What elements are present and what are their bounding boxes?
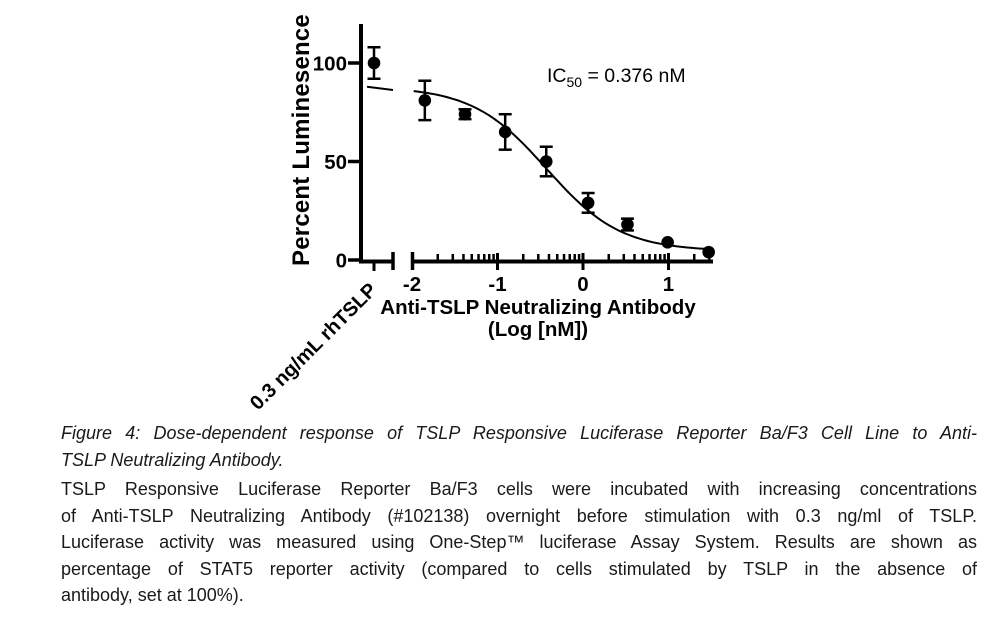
caption-title-line: Figure 4: Dose-dependent response of TSL…	[61, 423, 977, 443]
x-axis-title-line1: Anti-TSLP Neutralizing Antibody	[380, 296, 696, 319]
caption-body-line: percentage of STAT5 reporter activity (c…	[61, 558, 977, 579]
caption-title-line: TSLP Neutralizing Antibody.	[61, 449, 284, 470]
x-tick-label: 1	[663, 273, 674, 296]
data-point	[458, 107, 472, 121]
x-tick-label: 0	[577, 273, 588, 296]
data-point	[539, 155, 553, 168]
x-axis-title: Anti-TSLP Neutralizing Antibody (Log [nM…	[380, 297, 695, 341]
data-point	[581, 196, 595, 210]
ic50-annotation: IC50 = 0.376 nM	[547, 65, 686, 90]
x-tick-label: -1	[488, 273, 506, 296]
figure-caption: Figure 4: Dose-dependent response of TSL…	[61, 420, 977, 609]
fit-curve-left-segment	[366, 85, 394, 91]
caption-body-line: antibody, set at 100%).	[61, 585, 244, 605]
dose-response-chart: 0 50 100 -2 -1 0 1 0.3 ng/mL rhTSLP	[246, 24, 715, 415]
data-point	[621, 218, 634, 231]
caption-body: TSLP Responsive Luciferase Reporter Ba/F…	[61, 476, 977, 609]
ic50-value: = 0.376 nM	[582, 65, 686, 87]
y-tick-label: 100	[313, 53, 347, 76]
ic50-prefix: IC	[547, 65, 567, 87]
fit-curve	[413, 90, 712, 251]
data-point	[661, 235, 674, 249]
control-data-point	[367, 56, 381, 70]
caption-body-line: TSLP Responsive Luciferase Reporter Ba/F…	[61, 479, 977, 499]
ic50-subscript: 50	[566, 73, 583, 90]
y-tick-label: 50	[324, 151, 347, 174]
data-point	[498, 125, 512, 139]
caption-body-line: Luciferase activity was measured using O…	[61, 532, 977, 552]
x-tick-label: -2	[403, 273, 421, 296]
data-point	[418, 94, 432, 107]
control-condition-label: 0.3 ng/mL rhTSLP	[246, 279, 382, 415]
caption-body-line: of Anti-TSLP Neutralizing Antibody (#102…	[61, 505, 977, 526]
y-axis-title: Percent Luminesence	[288, 14, 315, 266]
y-tick-label: 0	[336, 250, 347, 273]
data-point	[702, 245, 715, 259]
x-axis-title-line2: (Log [nM])	[487, 318, 589, 341]
caption-title: Figure 4: Dose-dependent response of TSL…	[61, 420, 977, 473]
